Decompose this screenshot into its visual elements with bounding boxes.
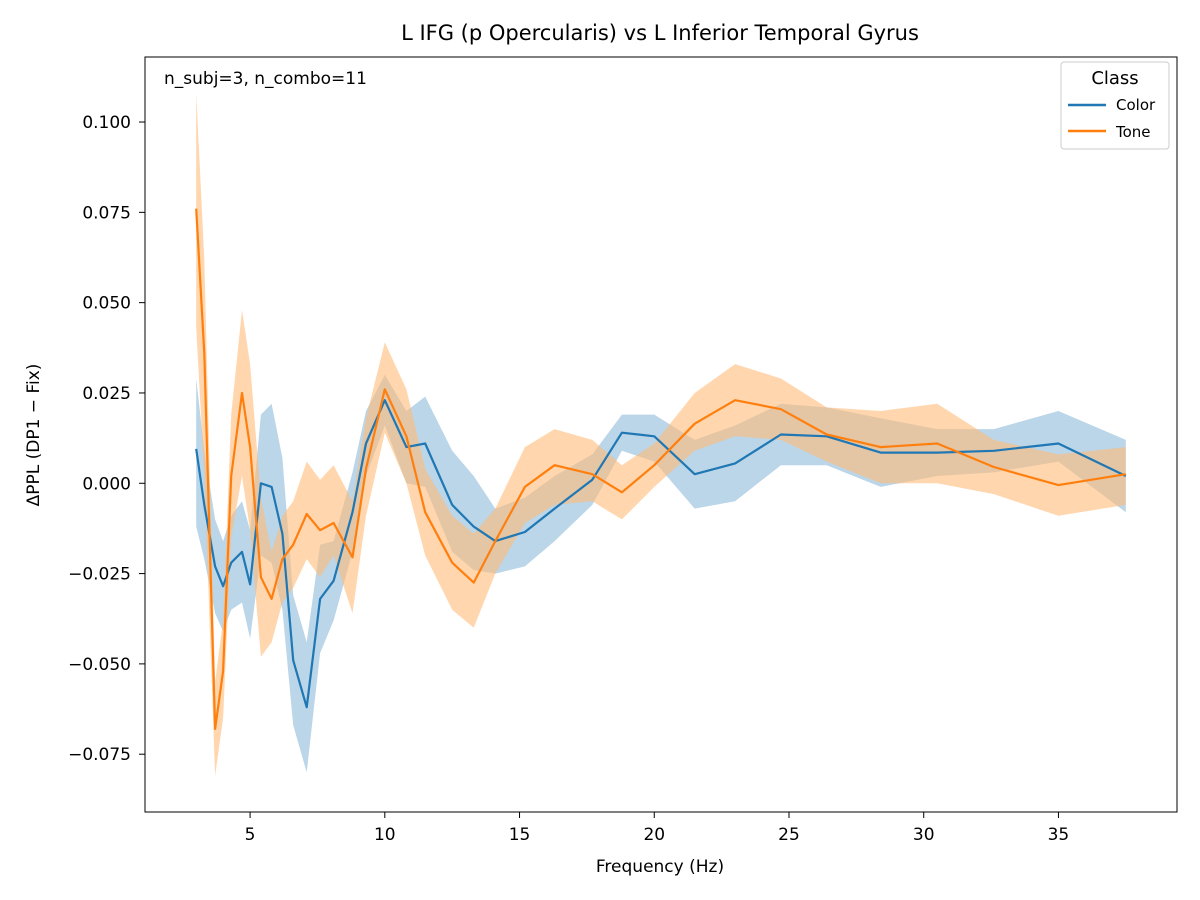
y-tick-label: 0.100 bbox=[82, 113, 131, 133]
band-tone bbox=[196, 93, 1126, 776]
y-axis-ticks: −0.075 −0.050 −0.025 0.000 0.025 0.050 0.075 0.… bbox=[68, 113, 145, 765]
y-tick-label: 0.000 bbox=[82, 474, 131, 494]
x-tick-label: 5 bbox=[245, 825, 256, 845]
y-tick-label: −0.075 bbox=[68, 745, 131, 765]
confidence-bands bbox=[196, 93, 1126, 776]
legend: Class Color Tone bbox=[1060, 61, 1170, 150]
plot-frame bbox=[144, 56, 1178, 813]
chart-title: L IFG (p Opercularis) vs L Inferior Temp… bbox=[401, 21, 919, 45]
legend-label-color: Color bbox=[1116, 96, 1156, 114]
x-axis-title: Frequency (Hz) bbox=[596, 857, 724, 877]
legend-label-tone: Tone bbox=[1115, 123, 1151, 141]
y-tick-label: −0.050 bbox=[68, 655, 131, 675]
y-tick-label: −0.025 bbox=[68, 565, 131, 585]
line-color bbox=[195, 399, 1127, 709]
legend-title: Class bbox=[1091, 68, 1138, 89]
x-axis-ticks: 5 10 15 20 25 30 35 bbox=[245, 812, 1070, 845]
x-tick-label: 25 bbox=[778, 825, 800, 845]
x-tick-label: 35 bbox=[1048, 825, 1070, 845]
x-tick-label: 20 bbox=[643, 825, 665, 845]
x-tick-label: 10 bbox=[374, 825, 396, 845]
y-tick-label: 0.050 bbox=[82, 294, 131, 314]
x-tick-label: 15 bbox=[509, 825, 531, 845]
line-tone bbox=[195, 208, 1126, 731]
y-tick-label: 0.075 bbox=[82, 203, 131, 223]
y-tick-label: 0.025 bbox=[82, 384, 131, 404]
y-axis-title: ΔPPL (DP1 − Fix) bbox=[24, 364, 44, 507]
x-tick-label: 30 bbox=[913, 825, 935, 845]
series-lines bbox=[195, 208, 1127, 731]
legend-box bbox=[1060, 61, 1170, 150]
sample-size-annotation: n_subj=3, n_combo=11 bbox=[164, 69, 367, 89]
